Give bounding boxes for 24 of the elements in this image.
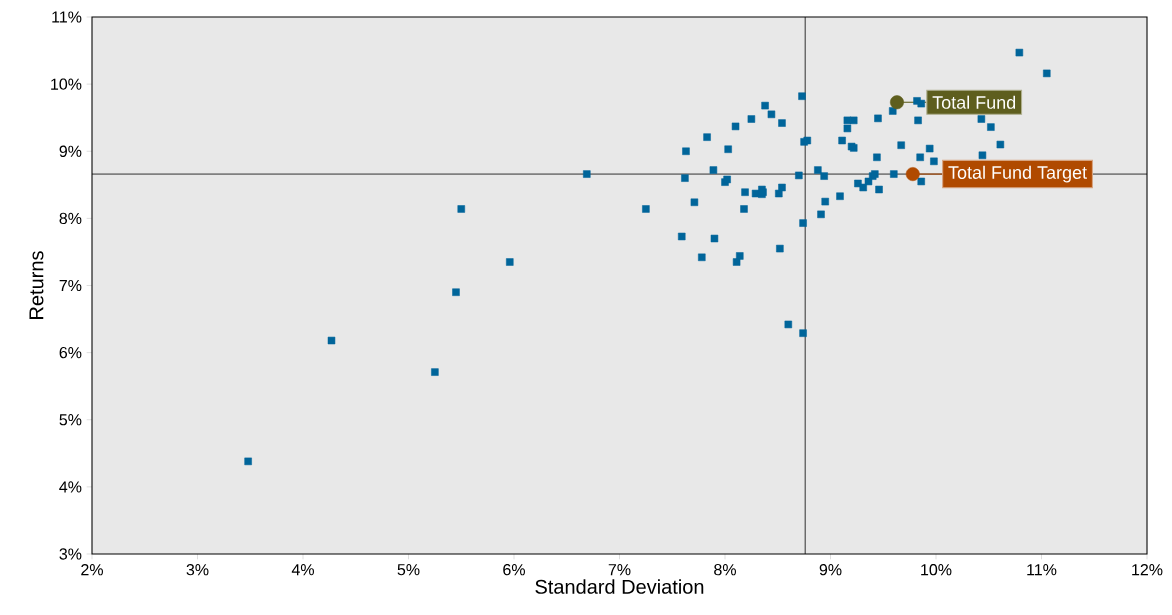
y-tick-label: 11% [52,11,82,23]
x-tick-label: 4% [291,564,314,576]
y-axis-title: Returns [29,251,44,319]
legend-label: Total Fund Target [948,165,1087,183]
x-tick-label: 2% [81,564,103,576]
y-tick-label: 5% [59,414,82,426]
x-tick-label: 10% [921,564,952,576]
legend-label: Total Fund [932,95,1016,109]
x-axis-title: Standard Deviation [535,579,704,594]
y-tick-label: 9% [59,145,82,157]
x-tick-label: 7% [608,564,631,576]
y-tick-label: 10% [51,78,82,90]
y-tick-label: 6% [59,346,82,359]
x-tick-label: 11% [1027,564,1057,576]
x-tick-label: 8% [714,564,736,576]
y-tick-label: 4% [59,481,82,493]
y-tick-label: 8% [59,212,82,225]
y-tick-label: 3% [59,548,82,560]
x-tick-label: 12% [1132,564,1163,576]
x-tick-label: 5% [397,564,420,576]
x-tick-label: 3% [186,564,209,576]
x-tick-label: 9% [819,564,842,576]
x-tick-label: 6% [503,564,525,576]
y-tick-label: 7% [59,279,82,292]
